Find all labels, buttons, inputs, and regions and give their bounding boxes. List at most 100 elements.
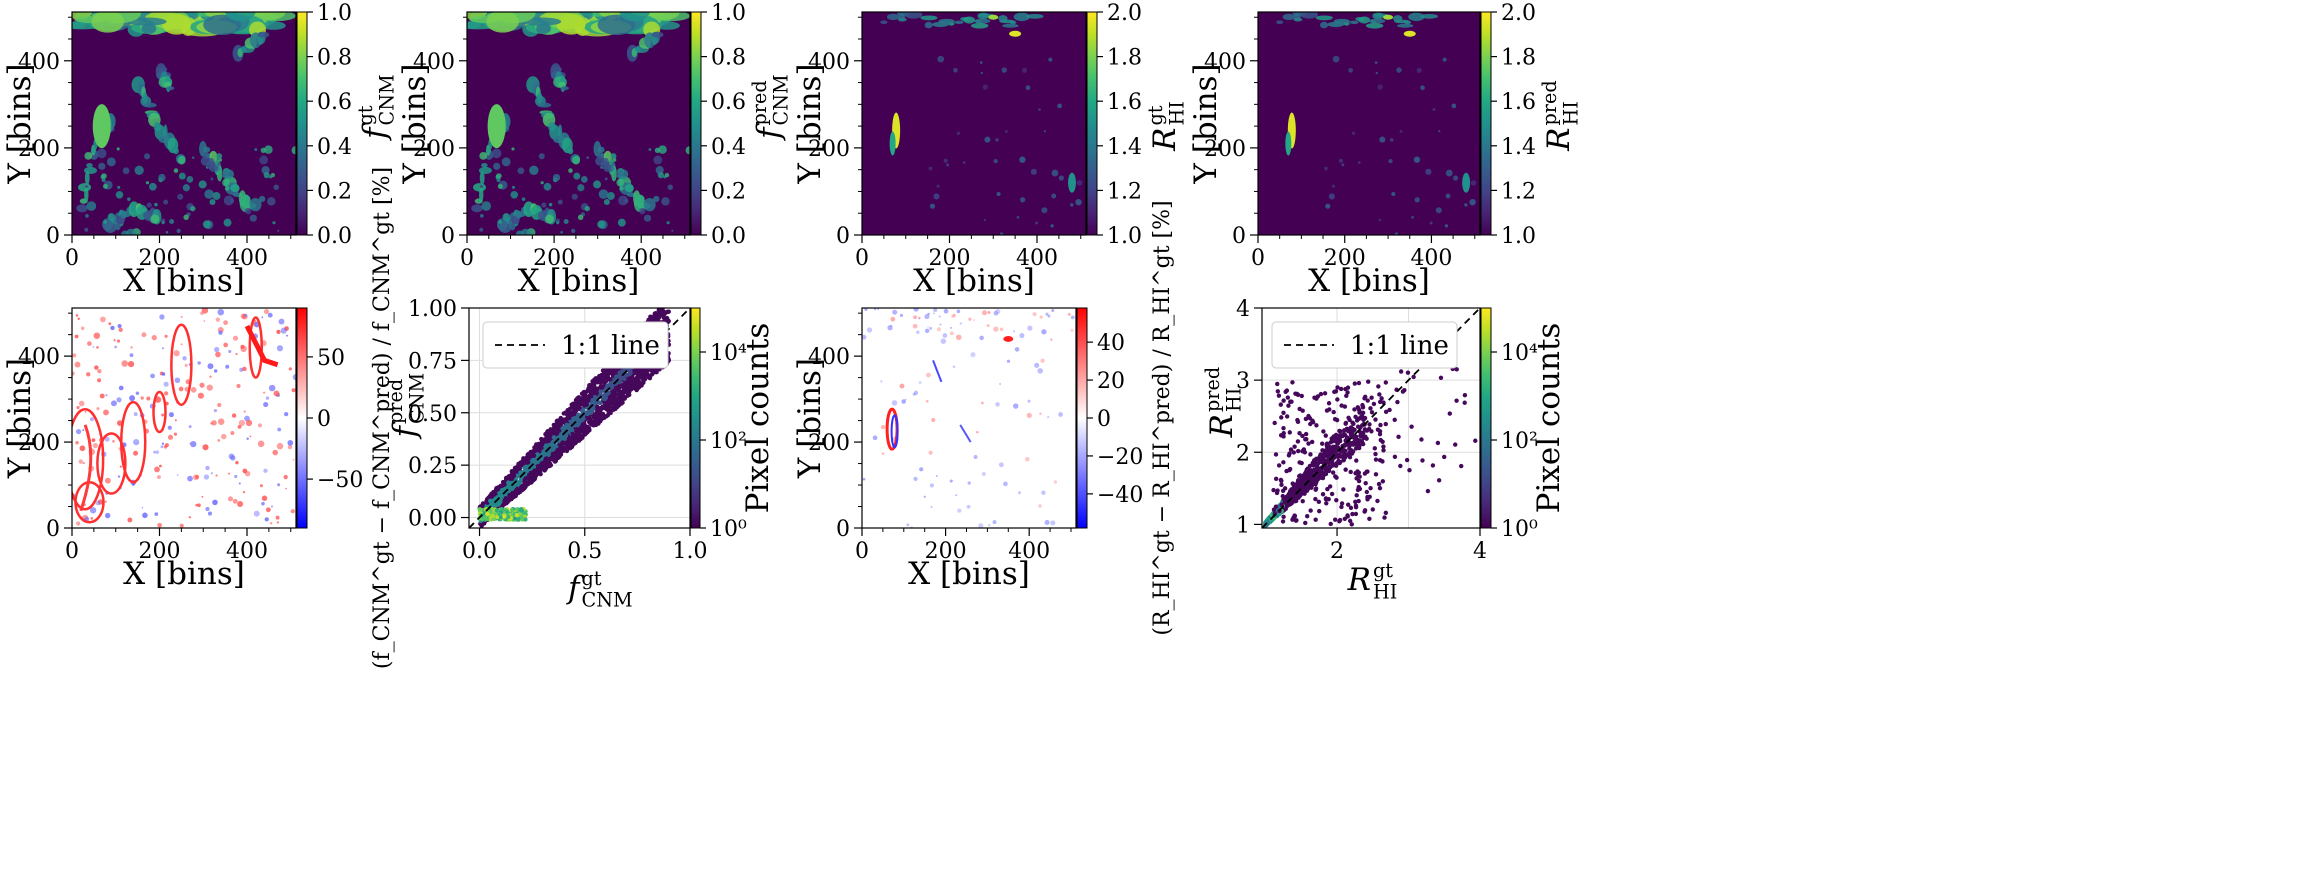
p6-ytick-label: 0.50 xyxy=(408,402,457,427)
map-blob xyxy=(1435,207,1442,214)
residual-pixel xyxy=(955,494,958,497)
map-blob xyxy=(933,193,940,200)
hexbin xyxy=(617,380,622,385)
p4-ytick-label: 200 xyxy=(1204,137,1246,162)
hexbin xyxy=(1295,439,1301,444)
map-blob xyxy=(1365,22,1384,29)
hexbin xyxy=(531,469,536,475)
residual-pixel xyxy=(1047,314,1051,318)
hexbin xyxy=(480,503,485,509)
hexbin xyxy=(593,394,598,399)
map-blob xyxy=(1035,221,1039,225)
map-blob xyxy=(995,138,999,142)
hexbin xyxy=(1382,515,1387,520)
hexbin xyxy=(600,404,605,409)
map-blob xyxy=(956,131,961,135)
hexbin xyxy=(547,436,552,441)
hexbin xyxy=(1365,398,1370,403)
hexbin xyxy=(1295,448,1301,454)
hexbin xyxy=(661,301,665,305)
residual-pixel xyxy=(1014,347,1020,352)
map-blob xyxy=(610,153,617,160)
map-blob xyxy=(1004,130,1008,133)
p5-xtick-label: 400 xyxy=(226,539,268,564)
hexbin xyxy=(1319,441,1325,446)
hexbin xyxy=(590,397,595,403)
p3-cb-title-main: R xyxy=(1147,128,1183,152)
hexbin xyxy=(1295,478,1301,483)
hexbin xyxy=(665,297,669,301)
map-blob xyxy=(1394,232,1398,235)
hexbin xyxy=(1303,416,1309,422)
hexbin xyxy=(604,377,610,382)
map-blob xyxy=(1050,224,1054,228)
residual-spot xyxy=(1003,335,1014,342)
residual-pixel xyxy=(207,511,213,516)
residual-pixel xyxy=(273,390,280,397)
hexbin xyxy=(1281,398,1286,403)
map-blob xyxy=(165,230,169,234)
residual-contour xyxy=(890,414,899,449)
residual-pixel xyxy=(918,381,922,384)
residual-pixel xyxy=(939,323,942,326)
residual-pixel xyxy=(75,428,82,435)
map-blob xyxy=(984,136,991,143)
hexbin xyxy=(598,380,604,385)
hexbin xyxy=(629,377,634,383)
residual-pixel xyxy=(89,507,97,514)
hexbin xyxy=(1343,467,1348,472)
hexbin xyxy=(635,371,640,376)
hexbin xyxy=(1272,420,1277,426)
map-blob xyxy=(145,181,150,185)
map-blob xyxy=(1048,57,1053,62)
map-blob xyxy=(98,162,106,170)
residual-pixel xyxy=(950,326,952,329)
hexbin xyxy=(1299,393,1304,399)
p6-frame xyxy=(468,307,691,529)
p5-ytick-label: 0 xyxy=(46,517,60,542)
map-blob xyxy=(204,189,214,199)
hexbin xyxy=(1317,453,1323,459)
residual-pixel xyxy=(153,450,156,454)
residual-pixel xyxy=(207,363,214,370)
hexbin xyxy=(1275,488,1280,493)
hexbin xyxy=(555,447,560,453)
map-blob xyxy=(962,161,966,165)
map-blob xyxy=(150,214,160,224)
map-blob xyxy=(479,227,484,232)
map-blob xyxy=(1057,103,1062,109)
residual-pixel xyxy=(1050,338,1053,341)
hexbin xyxy=(1313,487,1318,492)
hexbin xyxy=(1368,406,1373,411)
p2-cb-label: 0.4 xyxy=(711,135,746,160)
residual-filament xyxy=(932,360,943,383)
hexbin xyxy=(1353,470,1358,476)
residual-pixel xyxy=(928,450,933,455)
map-blob xyxy=(517,167,525,175)
residual-pixel xyxy=(130,346,133,349)
map-blob xyxy=(651,31,664,38)
residual-pixel xyxy=(234,474,238,479)
map-blob xyxy=(577,214,584,221)
p1-xtick-label: 400 xyxy=(226,246,268,271)
hexbin xyxy=(1273,476,1279,482)
residual-pixel xyxy=(967,481,971,485)
residual-pixel xyxy=(927,326,929,328)
residual-pixel xyxy=(174,377,181,384)
map-blob xyxy=(141,23,157,34)
residual-pixel xyxy=(161,442,165,445)
residual-pixel xyxy=(943,308,949,314)
map-blob xyxy=(937,55,945,63)
hexbin xyxy=(1312,395,1317,400)
residual-pixel xyxy=(243,313,248,318)
hexbin xyxy=(600,411,606,417)
p4-ytick-label: 0 xyxy=(1232,224,1246,249)
p4-cb-title-sub: HI xyxy=(1560,101,1583,125)
residual-pixel xyxy=(988,524,991,527)
hexbin xyxy=(663,303,667,307)
residual-pixel xyxy=(108,322,112,326)
map-blob xyxy=(106,157,116,167)
residual-pixel xyxy=(201,308,209,314)
